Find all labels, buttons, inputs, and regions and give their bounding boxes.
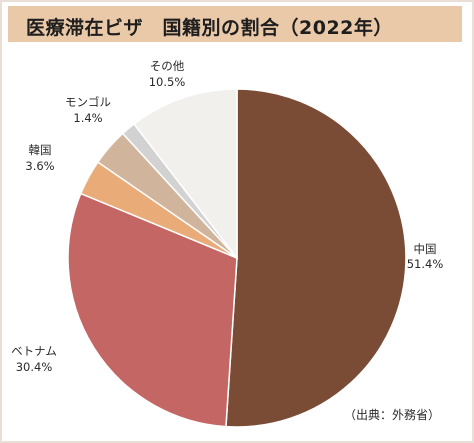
slice-vietnam — [67, 192, 238, 428]
source-note: （出典：外務省） — [343, 408, 440, 422]
slice-china — [225, 88, 407, 428]
label-china-name: 中国 — [414, 242, 437, 256]
label-china-value: 51.4% — [407, 257, 444, 271]
slice-other — [132, 88, 238, 261]
label-vietnam-value: 30.4% — [16, 360, 53, 374]
chart-title: 医療滞在ビザ 国籍別の割合（2022年） — [26, 17, 393, 39]
label-vietnam-name: ベトナム — [11, 344, 57, 358]
label-other-name: その他 — [150, 59, 185, 73]
label-korea-name: 韓国 — [29, 143, 52, 157]
label-other-value: 10.5% — [149, 75, 186, 89]
label-korea-value: 3.6% — [25, 159, 54, 173]
label-mongolia-value: 1.4% — [73, 111, 102, 125]
pie-slices — [67, 88, 407, 428]
title-bar: 医療滞在ビザ 国籍別の割合（2022年） — [8, 6, 462, 42]
label-mongolia-name: モンゴル — [65, 95, 111, 109]
